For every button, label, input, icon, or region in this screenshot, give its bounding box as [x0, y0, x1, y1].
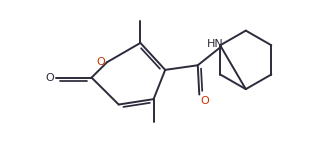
Text: O: O — [45, 73, 54, 83]
Text: HN: HN — [207, 39, 224, 49]
Text: O: O — [200, 96, 209, 106]
Text: O: O — [96, 57, 105, 67]
